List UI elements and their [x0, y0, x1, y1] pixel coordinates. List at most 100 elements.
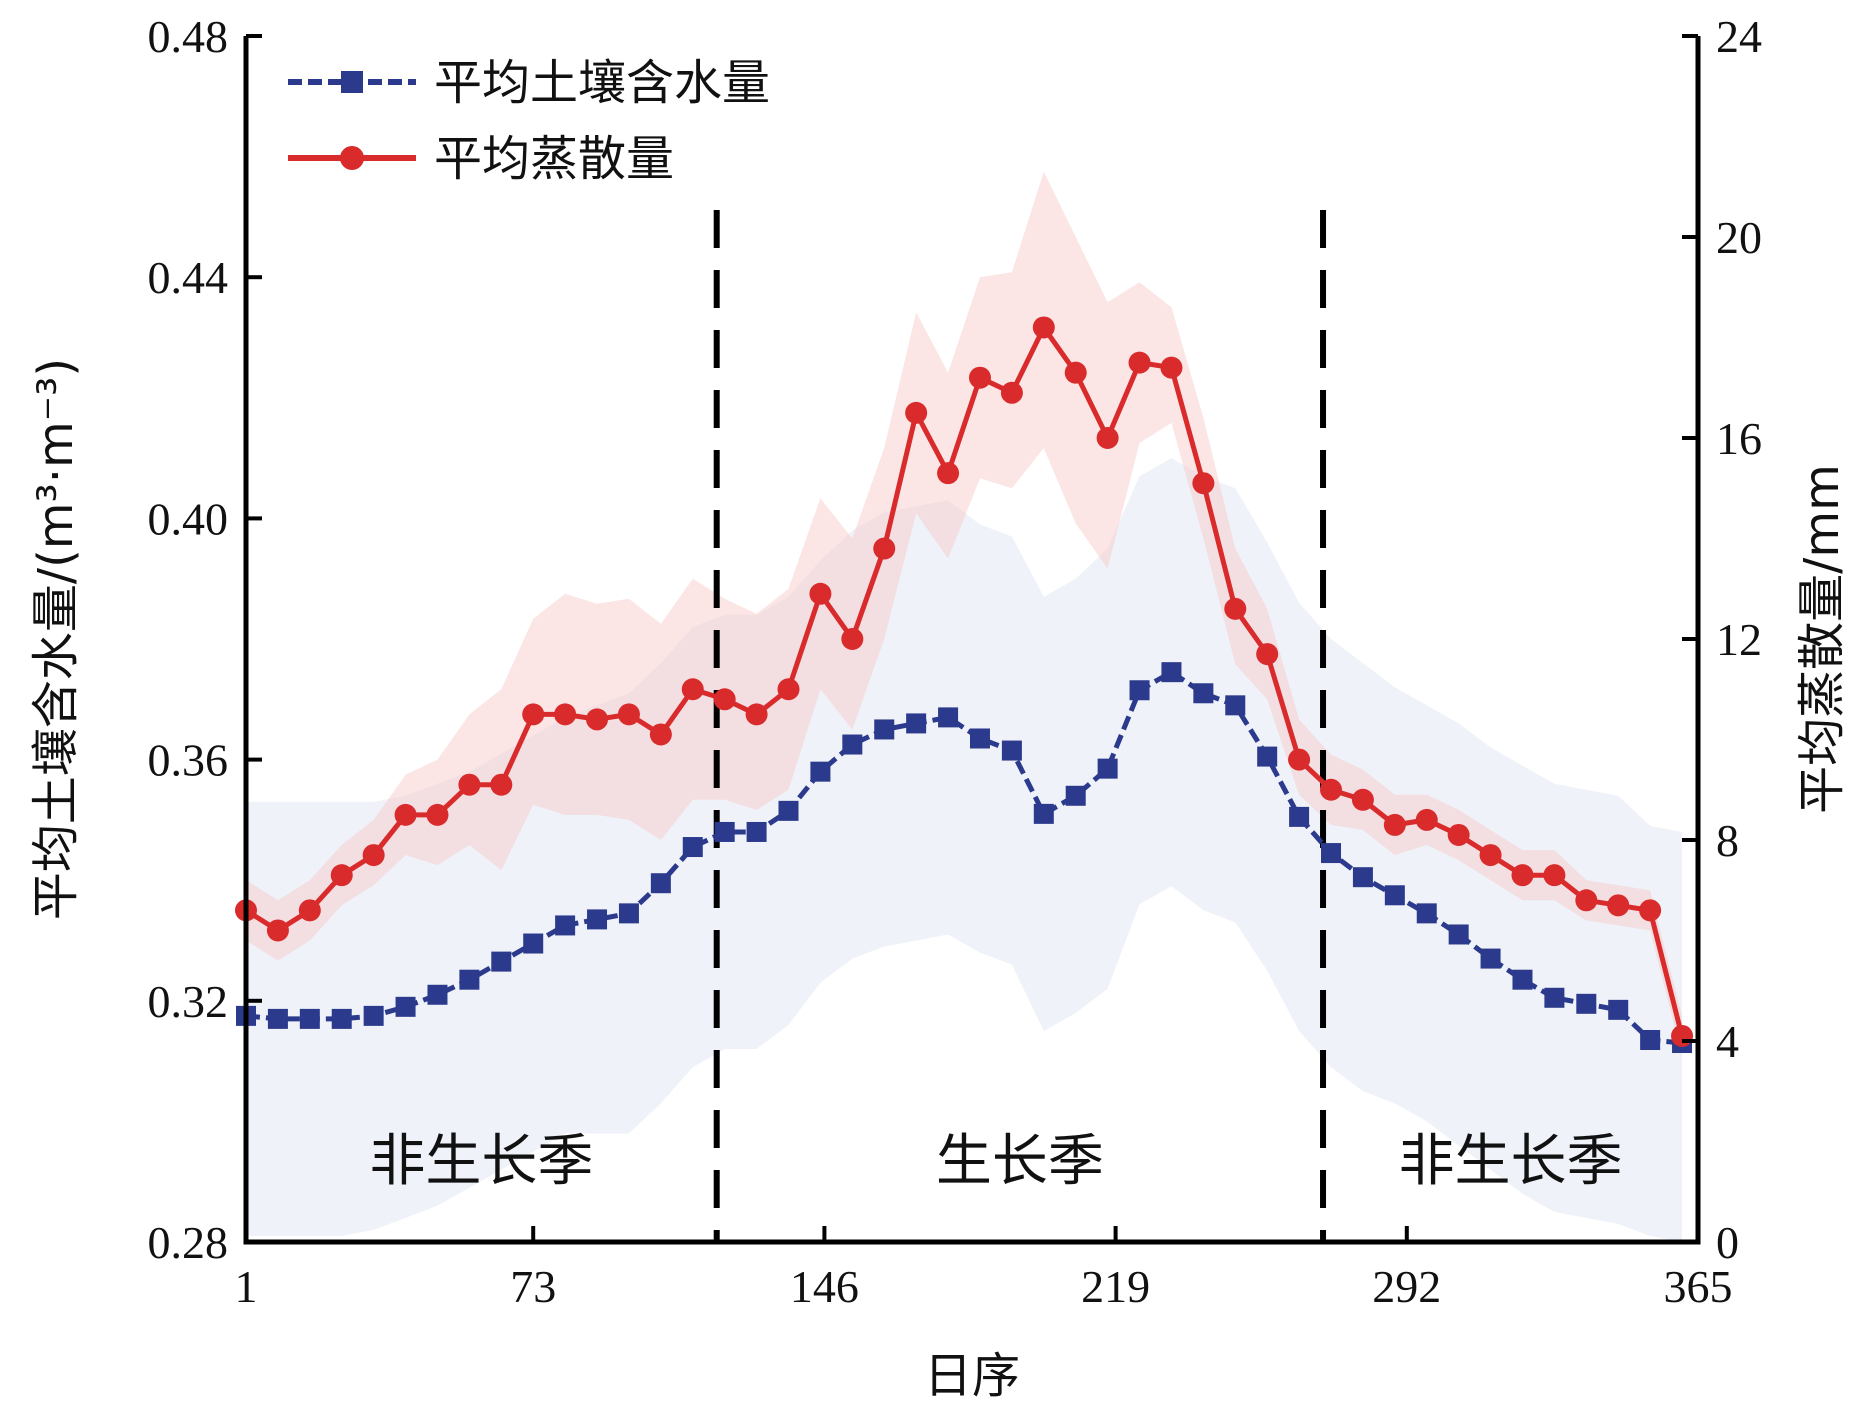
series-1-point-32 [1256, 643, 1279, 666]
axes: 0.28 0.32 0.36 0.40 0.44 0.48 0 4 8 12 16 20 24 1 73 14… [28, 11, 1850, 1404]
series-0-point-27 [1097, 758, 1118, 779]
series-1-point-27 [1096, 427, 1119, 449]
series-line-1 [244, 322, 1685, 1037]
series-0-point-39 [1480, 948, 1501, 969]
series-0-point-33 [1289, 806, 1310, 827]
series-1-point-7 [458, 773, 481, 796]
series-1-point-25 [1032, 316, 1055, 339]
season-label-0: 非生长季 [369, 1129, 593, 1194]
series-1-point-1 [266, 919, 289, 942]
series-1-point-44 [1639, 899, 1662, 922]
series-1-point-19 [841, 628, 864, 650]
series-1-point-23 [968, 366, 991, 389]
season-label-2: 非生长季 [1399, 1129, 1623, 1194]
series-0-point-13 [650, 873, 671, 894]
series-1-point-36 [1383, 813, 1406, 836]
legend-label-1: 平均蒸散量 [434, 131, 674, 187]
left-axis-title: 平均土壤含水量/(m³·m⁻³) [28, 358, 84, 920]
series-1-point-14 [681, 678, 704, 701]
series-1-point-12 [617, 703, 640, 726]
series-1-point-5 [394, 803, 417, 826]
right-tick-label-3: 12 [1716, 614, 1762, 665]
series-0-point-19 [842, 734, 863, 755]
series-line-0 [245, 669, 1683, 1046]
season-label-1: 生长季 [936, 1129, 1104, 1194]
series-1-point-34 [1320, 778, 1343, 801]
x-axis-title: 日序 [924, 1348, 1020, 1404]
x-tick-label-1: 73 [510, 1261, 556, 1312]
series-0-point-14 [682, 837, 703, 858]
series-0-point-30 [1193, 683, 1214, 704]
series-0-point-22 [938, 707, 959, 728]
series-1-point-29 [1160, 356, 1183, 379]
series-0-point-3 [331, 1008, 352, 1029]
series-0-point-29 [1161, 662, 1182, 683]
left-tick-label-4: 0.44 [148, 252, 229, 303]
series-1-point-39 [1479, 844, 1502, 867]
series-1-point-30 [1192, 472, 1215, 495]
series-1-point-42 [1575, 889, 1598, 912]
series-0-point-16 [746, 821, 767, 842]
series-0-point-10 [555, 915, 576, 936]
x-tick-label-2: 146 [790, 1261, 859, 1312]
left-tick-label-2: 0.36 [148, 735, 229, 786]
season-labels: 非生长季 生长季 非生长季 [369, 1129, 1622, 1194]
season-dividers [713, 210, 1327, 1242]
series-0-point-41 [1544, 987, 1565, 1008]
uncertainty-bands [246, 171, 1682, 1243]
band-series-1 [246, 171, 1682, 1057]
series-0-point-24 [1001, 740, 1022, 761]
right-tick-label-2: 8 [1716, 815, 1739, 866]
x-tick-label-0: 1 [235, 1261, 258, 1312]
series-1-point-16 [745, 703, 768, 726]
series-layer [235, 316, 1694, 1054]
series-0-point-37 [1416, 903, 1437, 924]
series-0-point-4 [363, 1005, 384, 1026]
legend-marker-0 [341, 71, 363, 93]
left-tick-label-1: 0.32 [148, 976, 229, 1027]
series-0-point-36 [1384, 885, 1405, 906]
series-0-point-1 [267, 1008, 288, 1029]
legend-marker-1 [340, 146, 364, 170]
series-0-point-21 [906, 713, 927, 734]
series-1-point-20 [873, 537, 896, 560]
series-1-point-6 [426, 803, 449, 826]
x-tick-label-4: 292 [1372, 1261, 1441, 1312]
left-tick-label-0: 0.28 [148, 1217, 229, 1268]
right-tick-label-4: 16 [1716, 413, 1762, 464]
series-0-point-31 [1225, 695, 1246, 716]
series-0-point-5 [395, 996, 416, 1017]
series-0-point-23 [969, 728, 990, 749]
series-1-point-8 [490, 773, 513, 796]
series-1-point-3 [330, 864, 353, 887]
series-1-point-33 [1288, 748, 1311, 771]
series-0-point-17 [778, 800, 799, 821]
series-0-point-11 [587, 909, 608, 930]
series-0-point-44 [1640, 1029, 1661, 1050]
series-1-point-24 [1000, 381, 1023, 404]
series-1-point-35 [1351, 788, 1374, 811]
series-1-point-9 [522, 703, 545, 726]
series-0-point-28 [1129, 680, 1150, 701]
series-0-point-20 [874, 719, 895, 740]
series-0-point-15 [714, 821, 735, 842]
series-0-point-6 [427, 984, 448, 1005]
series-0-point-18 [810, 761, 831, 782]
series-0-point-25 [1033, 803, 1054, 824]
series-0-point-9 [523, 933, 544, 954]
right-axis-title: 平均蒸散量/mm [1794, 464, 1850, 814]
series-1-point-37 [1415, 808, 1438, 831]
series-0-point-32 [1257, 746, 1278, 767]
left-tick-label-3: 0.40 [148, 493, 229, 544]
left-tick-label-5: 0.48 [148, 11, 229, 62]
series-1-point-41 [1543, 864, 1566, 887]
series-1-point-22 [937, 462, 960, 485]
series-0-point-38 [1448, 924, 1469, 945]
series-1-point-40 [1511, 864, 1534, 887]
series-1-point-13 [649, 723, 672, 746]
series-1-point-43 [1607, 894, 1630, 917]
series-1-point-21 [905, 401, 928, 424]
series-1-point-17 [777, 678, 800, 701]
series-0-point-26 [1065, 785, 1086, 806]
series-0-point-42 [1576, 993, 1597, 1014]
